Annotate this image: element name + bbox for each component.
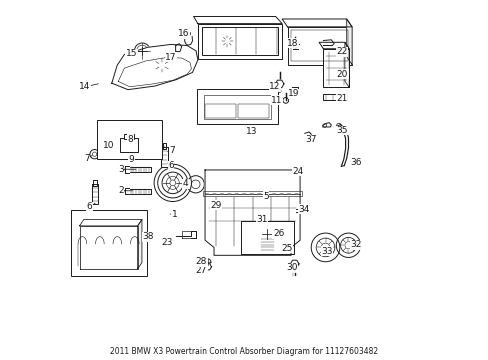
- Polygon shape: [129, 189, 151, 194]
- Polygon shape: [92, 184, 98, 204]
- Polygon shape: [137, 220, 142, 269]
- Text: 34: 34: [297, 205, 309, 214]
- Text: 26: 26: [272, 229, 284, 238]
- Polygon shape: [80, 220, 142, 226]
- Text: 18: 18: [286, 39, 298, 48]
- Text: 22: 22: [336, 47, 347, 56]
- Bar: [197, 89, 277, 125]
- Bar: [323, 94, 346, 100]
- Bar: [203, 95, 271, 119]
- Polygon shape: [346, 19, 351, 64]
- Polygon shape: [129, 167, 151, 172]
- Polygon shape: [275, 80, 284, 87]
- Polygon shape: [282, 19, 351, 27]
- Text: 33: 33: [321, 247, 332, 256]
- Text: 24: 24: [292, 167, 304, 176]
- Polygon shape: [344, 42, 348, 87]
- Bar: [237, 104, 268, 118]
- Text: 1: 1: [171, 210, 177, 219]
- Text: 2: 2: [118, 186, 123, 195]
- Text: 10: 10: [102, 141, 114, 150]
- Text: 11: 11: [270, 96, 282, 105]
- Text: 15: 15: [125, 49, 137, 58]
- Polygon shape: [124, 188, 129, 194]
- Text: 37: 37: [305, 135, 316, 144]
- Polygon shape: [291, 41, 298, 48]
- Text: 23: 23: [162, 238, 173, 247]
- Polygon shape: [124, 166, 129, 173]
- Text: 27: 27: [195, 266, 207, 275]
- Text: 3: 3: [118, 165, 123, 174]
- Text: 28: 28: [195, 257, 207, 266]
- Text: 8: 8: [127, 135, 133, 144]
- Text: 30: 30: [285, 264, 297, 273]
- Polygon shape: [204, 170, 300, 255]
- Text: 12: 12: [269, 82, 280, 91]
- Text: 6: 6: [86, 202, 92, 211]
- Bar: [323, 49, 348, 87]
- Bar: [287, 27, 351, 64]
- Text: 16: 16: [178, 29, 189, 38]
- Bar: [203, 191, 301, 195]
- Text: 13: 13: [245, 127, 257, 136]
- Bar: [120, 138, 138, 152]
- Bar: [204, 104, 235, 118]
- Text: 32: 32: [349, 240, 361, 249]
- Bar: [290, 31, 348, 61]
- Text: 25: 25: [281, 244, 292, 253]
- Text: 17: 17: [165, 53, 176, 62]
- Text: 9: 9: [128, 155, 134, 164]
- Text: 7: 7: [83, 154, 89, 163]
- Text: 14: 14: [79, 82, 90, 91]
- Polygon shape: [290, 260, 298, 267]
- Polygon shape: [161, 147, 167, 167]
- Text: 31: 31: [255, 215, 267, 224]
- Bar: [97, 121, 162, 159]
- Text: 36: 36: [349, 158, 361, 167]
- Text: 19: 19: [287, 89, 299, 98]
- Text: 29: 29: [210, 201, 221, 210]
- Polygon shape: [319, 42, 348, 49]
- Polygon shape: [182, 231, 196, 238]
- Bar: [241, 221, 293, 253]
- Polygon shape: [204, 264, 211, 270]
- Text: 20: 20: [336, 70, 347, 79]
- Text: 38: 38: [142, 232, 154, 241]
- Polygon shape: [193, 17, 282, 24]
- Text: 4: 4: [182, 179, 188, 188]
- Bar: [198, 24, 282, 59]
- Text: 5: 5: [263, 192, 268, 201]
- Polygon shape: [112, 44, 198, 90]
- Polygon shape: [80, 226, 137, 269]
- Bar: [70, 210, 146, 276]
- Bar: [123, 134, 134, 139]
- Bar: [202, 27, 277, 55]
- Text: 6: 6: [168, 161, 174, 170]
- Text: 21: 21: [336, 94, 347, 103]
- Text: 7: 7: [169, 146, 175, 155]
- Text: 35: 35: [336, 126, 347, 135]
- Text: 2011 BMW X3 Powertrain Control Absorber Diagram for 11127603482: 2011 BMW X3 Powertrain Control Absorber …: [110, 347, 378, 356]
